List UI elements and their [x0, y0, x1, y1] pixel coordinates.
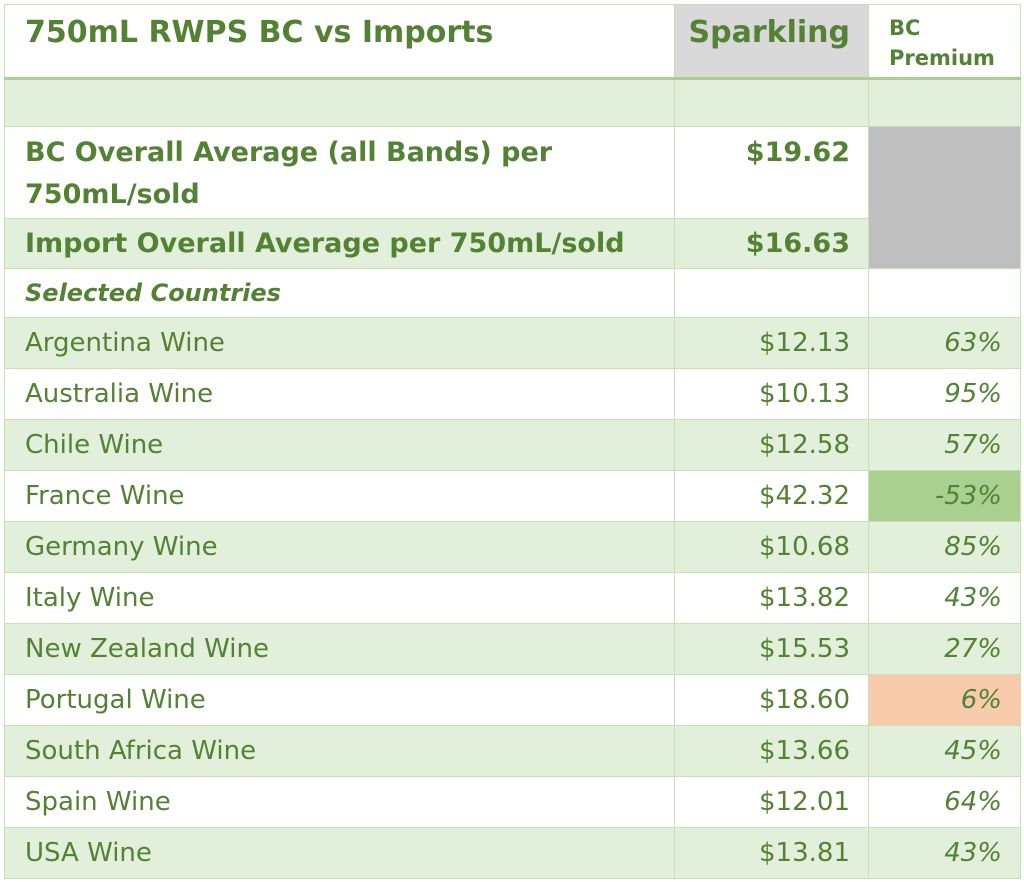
- sparkling-price: $12.58: [674, 419, 869, 471]
- header-row: 750mL RWPS BC vs Imports Sparkling BC Pre…: [4, 4, 1021, 80]
- table-row: Australia Wine $10.13 95%: [4, 368, 1021, 420]
- country-name: USA Wine: [4, 827, 675, 879]
- bc-premium-value: 57%: [868, 419, 1021, 471]
- bc-premium-value: -53%: [868, 470, 1021, 522]
- bc-premium-value: 85%: [868, 521, 1021, 573]
- bc-premium-value: 27%: [868, 623, 1021, 675]
- bc-premium-header-line2: Premium: [889, 46, 995, 70]
- sparkling-price: $13.66: [674, 725, 869, 777]
- import-average-label: Import Overall Average per 750mL/sold: [4, 218, 675, 269]
- sparkling-price: $12.13: [674, 317, 869, 369]
- blank-cell: [674, 268, 869, 318]
- bc-premium-column-header: BC Premium: [868, 4, 1021, 80]
- bc-premium-value: 6%: [868, 674, 1021, 726]
- bc-premium-value: 64%: [868, 776, 1021, 828]
- country-name: Chile Wine: [4, 419, 675, 471]
- country-name: Germany Wine: [4, 521, 675, 573]
- table-row: France Wine $42.32 -53%: [4, 470, 1021, 522]
- bc-average-value: $19.62: [674, 126, 869, 219]
- bc-premium-value: 43%: [868, 827, 1021, 879]
- sparkling-price: $13.81: [674, 827, 869, 879]
- sparkling-price: $13.82: [674, 572, 869, 624]
- bc-average-label: BC Overall Average (all Bands) per 750mL…: [4, 126, 675, 219]
- sparkling-price: $18.60: [674, 674, 869, 726]
- greyed-cell: [868, 126, 1021, 269]
- table-row: Germany Wine $10.68 85%: [4, 521, 1021, 573]
- country-name: New Zealand Wine: [4, 623, 675, 675]
- country-name: Argentina Wine: [4, 317, 675, 369]
- import-average-row: Import Overall Average per 750mL/sold $1…: [4, 218, 1021, 269]
- bc-average-row: BC Overall Average (all Bands) per 750mL…: [4, 126, 1021, 269]
- comparison-table: 750mL RWPS BC vs Imports Sparkling BC Pre…: [4, 4, 1021, 879]
- sparkling-column-header: Sparkling: [674, 4, 869, 80]
- blank-row: [4, 78, 1021, 127]
- country-name: Australia Wine: [4, 368, 675, 420]
- table-row: Argentina Wine $12.13 63%: [4, 317, 1021, 369]
- table-row: Spain Wine $12.01 64%: [4, 776, 1021, 828]
- table-row: New Zealand Wine $15.53 27%: [4, 623, 1021, 675]
- bc-premium-value: 45%: [868, 725, 1021, 777]
- bc-premium-value: 43%: [868, 572, 1021, 624]
- sparkling-price: $15.53: [674, 623, 869, 675]
- sparkling-price: $10.68: [674, 521, 869, 573]
- bc-premium-value: 95%: [868, 368, 1021, 420]
- blank-cell: [868, 268, 1021, 318]
- bc-premium-value: 63%: [868, 317, 1021, 369]
- bc-premium-header-line1: BC: [889, 16, 921, 40]
- blank-cell: [674, 78, 869, 127]
- blank-cell: [868, 78, 1021, 127]
- selected-countries-row: Selected Countries: [4, 268, 1021, 318]
- import-average-value: $16.63: [674, 218, 869, 269]
- table-row: Italy Wine $13.82 43%: [4, 572, 1021, 624]
- sparkling-price: $42.32: [674, 470, 869, 522]
- country-name: South Africa Wine: [4, 725, 675, 777]
- table-row: Portugal Wine $18.60 6%: [4, 674, 1021, 726]
- selected-countries-label: Selected Countries: [4, 268, 675, 318]
- country-name: Portugal Wine: [4, 674, 675, 726]
- country-name: France Wine: [4, 470, 675, 522]
- table-row: USA Wine $13.81 43%: [4, 827, 1021, 879]
- table-row: Chile Wine $12.58 57%: [4, 419, 1021, 471]
- sparkling-price: $12.01: [674, 776, 869, 828]
- sparkling-price: $10.13: [674, 368, 869, 420]
- table-title: 750mL RWPS BC vs Imports: [4, 4, 675, 80]
- country-name: Spain Wine: [4, 776, 675, 828]
- country-name: Italy Wine: [4, 572, 675, 624]
- table-row: South Africa Wine $13.66 45%: [4, 725, 1021, 777]
- blank-cell: [4, 78, 675, 127]
